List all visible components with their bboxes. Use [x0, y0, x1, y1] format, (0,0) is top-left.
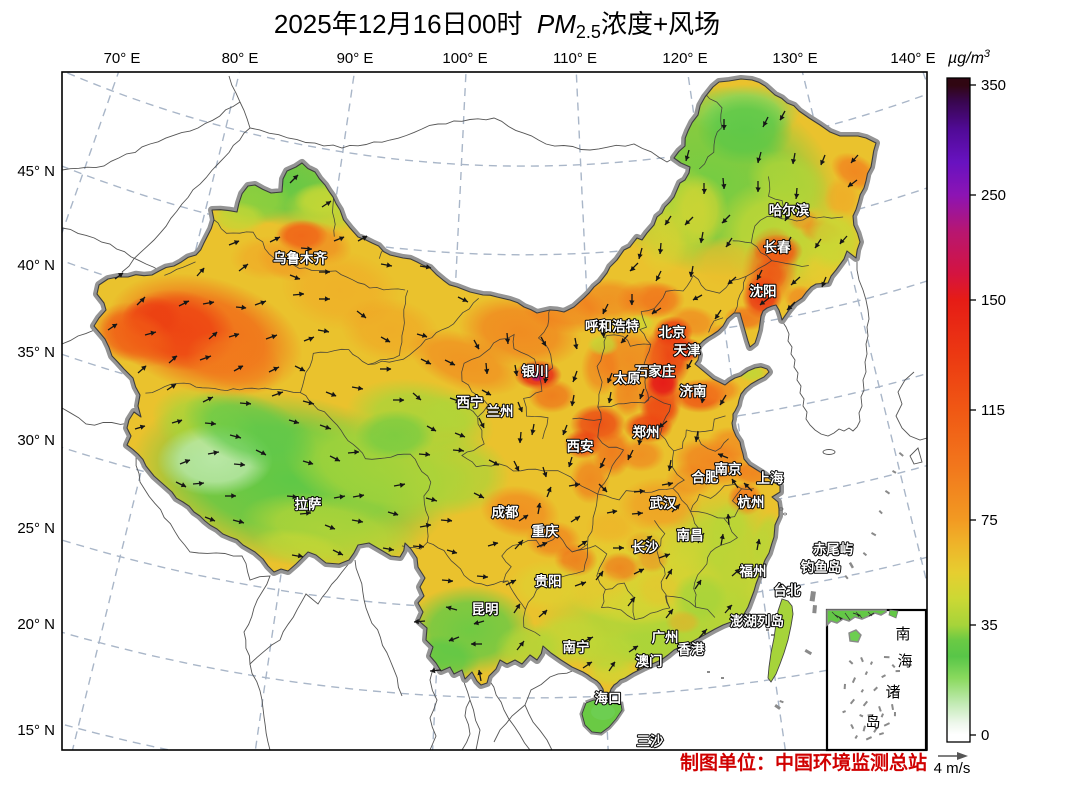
svg-text:南: 南 [895, 626, 910, 643]
svg-text:西安: 西安 [567, 438, 594, 454]
svg-text:北京: 北京 [659, 324, 686, 340]
svg-text:济南: 济南 [680, 383, 707, 399]
svg-text:合肥: 合肥 [692, 469, 720, 485]
svg-text:呼和浩特: 呼和浩特 [585, 318, 639, 334]
svg-text:4 m/s: 4 m/s [934, 760, 971, 777]
svg-text:郑州: 郑州 [633, 424, 660, 440]
svg-text:140° E: 140° E [890, 50, 935, 67]
svg-text:拉萨: 拉萨 [295, 496, 322, 512]
svg-text:武汉: 武汉 [650, 495, 678, 511]
svg-text:三沙: 三沙 [637, 734, 665, 749]
svg-text:银川: 银川 [522, 363, 549, 379]
svg-text:15° N: 15° N [17, 722, 55, 739]
svg-text:25° N: 25° N [17, 520, 55, 537]
svg-text:0: 0 [981, 727, 989, 744]
svg-text:成都: 成都 [492, 504, 520, 520]
svg-text:太原: 太原 [614, 370, 642, 386]
svg-text:90° E: 90° E [337, 50, 374, 67]
svg-text:40° N: 40° N [17, 257, 55, 274]
svg-text:100° E: 100° E [442, 50, 487, 67]
svg-text:115: 115 [981, 402, 1005, 419]
svg-text:130° E: 130° E [772, 50, 817, 67]
svg-text:150: 150 [981, 292, 1006, 309]
svg-text:西宁: 西宁 [457, 394, 484, 410]
svg-text:45° N: 45° N [17, 163, 55, 180]
svg-text:杭州: 杭州 [738, 494, 765, 510]
svg-text:30° N: 30° N [17, 432, 55, 449]
svg-text:贵阳: 贵阳 [535, 573, 562, 589]
svg-text:250: 250 [981, 187, 1006, 204]
svg-text:赤尾屿: 赤尾屿 [813, 541, 854, 557]
svg-text:钓鱼岛: 钓鱼岛 [801, 559, 842, 575]
svg-text:香港: 香港 [677, 641, 706, 657]
svg-text:重庆: 重庆 [532, 523, 560, 539]
svg-text:海: 海 [897, 653, 912, 670]
svg-text:昆明: 昆明 [472, 602, 499, 617]
svg-text:福州: 福州 [739, 563, 767, 579]
svg-text:南昌: 南昌 [677, 527, 704, 543]
svg-text:350: 350 [981, 77, 1006, 94]
svg-text:石家庄: 石家庄 [634, 363, 676, 379]
svg-text:上海: 上海 [757, 470, 785, 486]
svg-text:长春: 长春 [764, 239, 792, 255]
svg-text:35° N: 35° N [17, 344, 55, 361]
svg-text:天津: 天津 [674, 342, 702, 358]
svg-text:海口: 海口 [595, 690, 622, 706]
svg-text:南京: 南京 [715, 461, 742, 477]
svg-text:诸: 诸 [885, 684, 900, 701]
svg-text:120° E: 120° E [662, 50, 707, 67]
svg-text:µg/m3: µg/m3 [947, 48, 991, 67]
svg-text:沈阳: 沈阳 [750, 283, 777, 299]
svg-text:岛: 岛 [865, 714, 880, 731]
svg-text:澳门: 澳门 [636, 653, 663, 669]
svg-text:110° E: 110° E [553, 50, 597, 67]
svg-text:广州: 广州 [652, 629, 679, 645]
svg-text:乌鲁木齐: 乌鲁木齐 [273, 250, 327, 266]
svg-text:2025年12月16日00时 PM2.5浓度+风场: 2025年12月16日00时 PM2.5浓度+风场 [274, 9, 720, 42]
svg-text:南宁: 南宁 [563, 639, 590, 655]
svg-text:20° N: 20° N [17, 616, 55, 633]
svg-text:70° E: 70° E [104, 50, 141, 67]
svg-text:制图单位：中国环境监测总站: 制图单位：中国环境监测总站 [680, 751, 927, 774]
svg-text:澎湖列岛: 澎湖列岛 [730, 613, 784, 629]
svg-text:75: 75 [981, 512, 998, 529]
svg-text:80° E: 80° E [222, 50, 259, 67]
svg-text:35: 35 [981, 617, 998, 634]
svg-text:哈尔滨: 哈尔滨 [769, 202, 810, 218]
svg-text:台北: 台北 [774, 582, 802, 598]
svg-text:兰州: 兰州 [487, 403, 514, 419]
svg-text:长沙: 长沙 [632, 539, 660, 555]
